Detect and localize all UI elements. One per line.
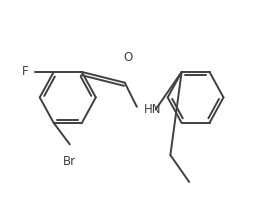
Text: O: O	[123, 51, 133, 64]
Text: Br: Br	[63, 155, 76, 168]
Text: F: F	[22, 65, 28, 78]
Text: HN: HN	[144, 103, 161, 116]
